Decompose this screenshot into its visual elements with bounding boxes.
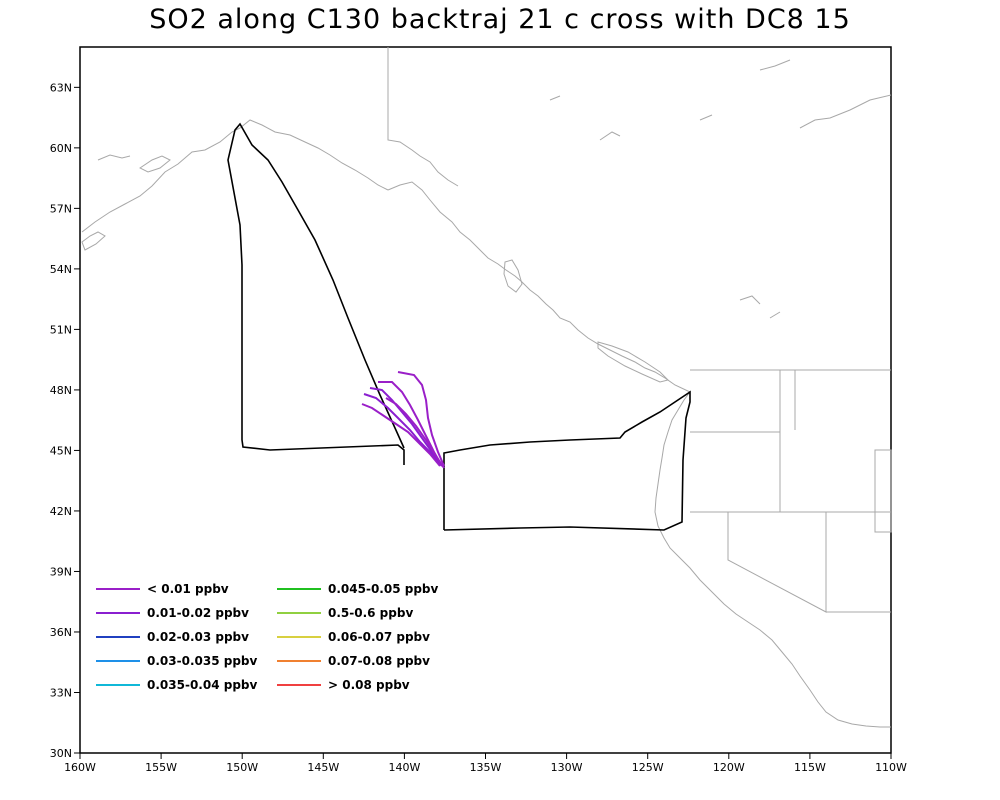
bc-coastline bbox=[387, 181, 691, 393]
y-tick-label: 42N bbox=[50, 505, 72, 518]
flight-track bbox=[227, 122, 691, 531]
x-tick-label: 160W bbox=[64, 761, 96, 774]
legend-label: 0.035-0.04 ppbv bbox=[147, 678, 257, 692]
y-tick-label: 30N bbox=[50, 747, 72, 760]
trajectory-6 bbox=[385, 397, 445, 469]
legend-label: 0.07-0.08 ppbv bbox=[328, 654, 430, 668]
state-lines bbox=[690, 370, 892, 613]
coastlines bbox=[81, 47, 892, 728]
x-tick-label: 155W bbox=[145, 761, 177, 774]
x-tick-label: 145W bbox=[307, 761, 339, 774]
alaska-coastline bbox=[81, 119, 389, 233]
x-tick-label: 110W bbox=[875, 761, 907, 774]
y-tick-label: 57N bbox=[50, 202, 72, 215]
x-axis: 160W 155W 150W 145W 140W 135W 130W 125W 120W 115W… bbox=[64, 753, 907, 774]
x-tick-label: 135W bbox=[470, 761, 502, 774]
interior-waters bbox=[549, 59, 892, 319]
legend-label: 0.06-0.07 ppbv bbox=[328, 630, 430, 644]
legend-label: 0.5-0.6 ppbv bbox=[328, 606, 413, 620]
legend-label: > 0.08 ppbv bbox=[328, 678, 410, 692]
legend-label: 0.03-0.035 ppbv bbox=[147, 654, 257, 668]
x-tick-label: 125W bbox=[632, 761, 664, 774]
x-tick-label: 115W bbox=[794, 761, 826, 774]
y-tick-label: 36N bbox=[50, 626, 72, 639]
legend-label: < 0.01 ppbv bbox=[147, 582, 229, 596]
alaska-canada-border bbox=[387, 47, 459, 187]
y-tick-label: 39N bbox=[50, 565, 72, 578]
legend-label: 0.01-0.02 ppbv bbox=[147, 606, 249, 620]
y-axis: 30N 33N 36N 39N 42N 45N 48N 51N 54N 57N 60N 63N bbox=[50, 81, 80, 760]
vancouver-island-coastline bbox=[597, 341, 669, 383]
haida-gwaii-coastline bbox=[503, 259, 523, 293]
map-title: SO2 along C130 backtraj 21 c cross with … bbox=[149, 4, 851, 35]
us-west-coastline bbox=[654, 391, 891, 728]
x-tick-label: 150W bbox=[226, 761, 258, 774]
legend-label: 0.045-0.05 ppbv bbox=[328, 582, 438, 596]
kodiak-coastline bbox=[81, 231, 106, 251]
trajectory-4 bbox=[363, 393, 443, 467]
flight-track-path bbox=[227, 122, 405, 465]
x-tick-label: 140W bbox=[388, 761, 420, 774]
trajectory-5 bbox=[361, 403, 441, 467]
y-tick-label: 63N bbox=[50, 81, 72, 94]
legend: < 0.01 ppbv 0.01-0.02 ppbv 0.02-0.03 ppbv 0… bbox=[96, 582, 438, 692]
y-tick-label: 60N bbox=[50, 142, 72, 155]
back-trajectories bbox=[361, 371, 445, 469]
x-tick-label: 130W bbox=[551, 761, 583, 774]
legend-label: 0.02-0.03 ppbv bbox=[147, 630, 249, 644]
y-tick-label: 33N bbox=[50, 686, 72, 699]
y-tick-label: 48N bbox=[50, 384, 72, 397]
x-tick-label: 120W bbox=[713, 761, 745, 774]
y-tick-label: 54N bbox=[50, 263, 72, 276]
y-tick-label: 45N bbox=[50, 444, 72, 457]
y-tick-label: 51N bbox=[50, 323, 72, 336]
trajectory-3 bbox=[369, 387, 443, 467]
plot-frame bbox=[79, 46, 892, 754]
flight-track-path-east bbox=[443, 390, 691, 531]
alaska-peninsula-coastline bbox=[97, 154, 171, 173]
trajectory-1 bbox=[397, 371, 445, 467]
